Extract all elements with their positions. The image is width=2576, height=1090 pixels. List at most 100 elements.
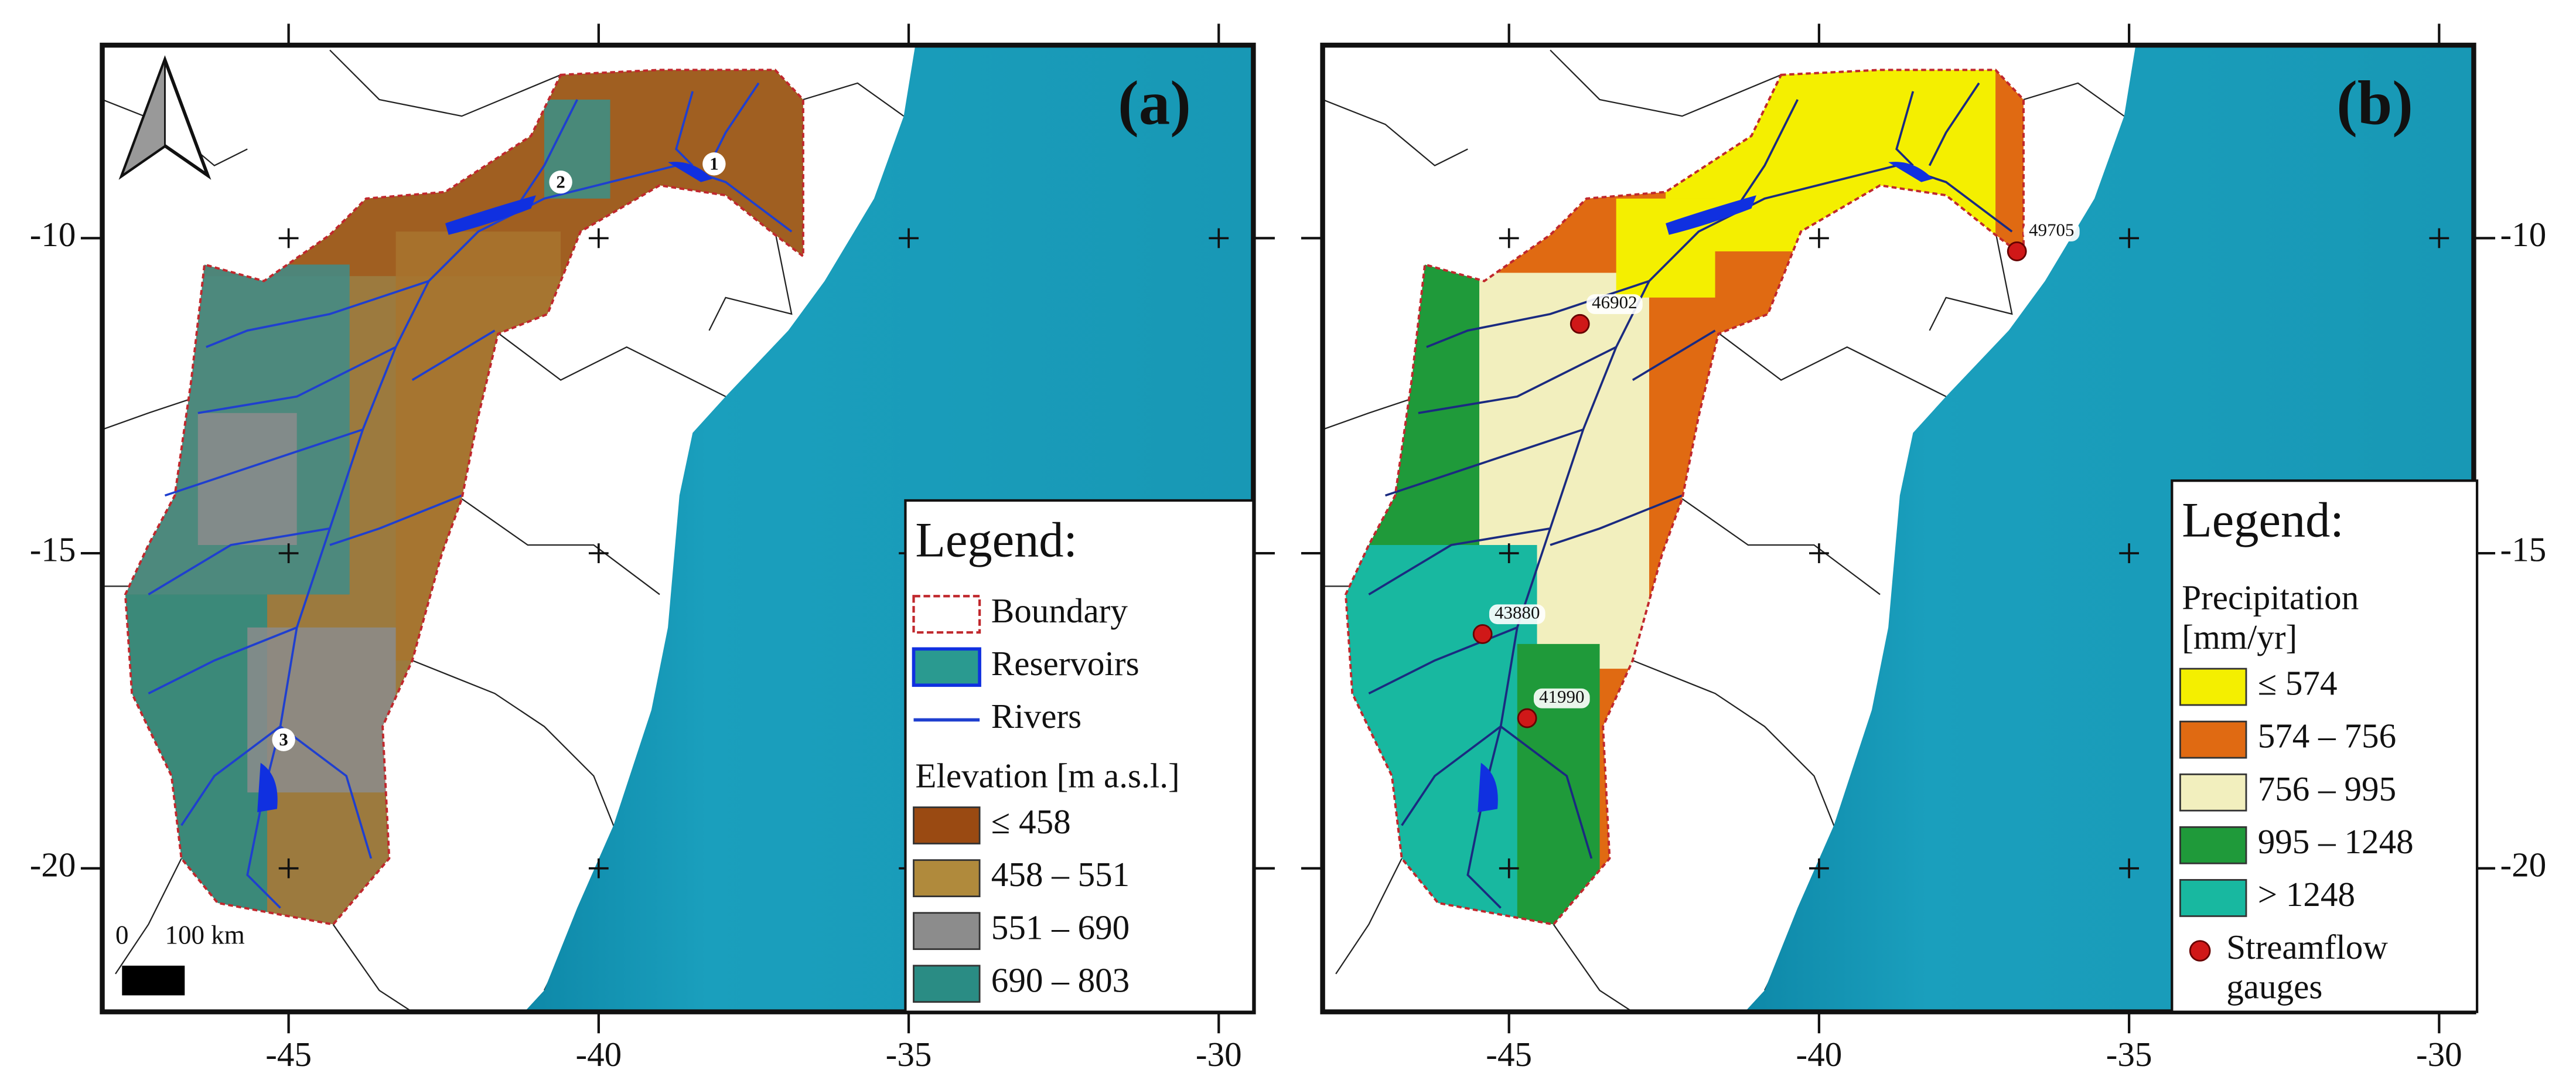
river [1368,527,1551,596]
panel-label: (a) [1118,69,1191,138]
x-tick-label: -45 [1486,1035,1532,1074]
river [148,626,298,694]
legend-swatch [2179,773,2247,812]
y-tick-label: -15 [2500,530,2547,569]
river [1466,792,1502,909]
gauge-label: 43880 [1495,602,1540,622]
legend-label: gauges [2226,968,2322,1006]
state-border [332,924,413,1012]
state-border [803,82,905,117]
y-tick-label: -10 [2500,215,2547,254]
reservoir-marker [272,728,295,751]
x-tick-label: -40 [1796,1035,1843,1074]
legend-label: Streamflow [2226,928,2388,966]
legend-label: 551 – 690 [991,908,1130,946]
legend-swatch [2179,826,2247,864]
legend-swatch [2179,667,2247,706]
river [329,494,462,546]
gauge [1472,624,1493,644]
legend-swatch [913,859,981,897]
reservoir-label: 3 [279,729,288,750]
legend-swatch [2179,720,2247,759]
river [1401,725,1502,826]
state-border [1714,330,1947,397]
map-area [1322,45,2474,1012]
river [1500,725,1593,859]
river [1928,82,1980,166]
legend-label: ≤ 458 [991,802,1071,841]
river [411,329,496,382]
reservoir-label: 1 [709,154,718,174]
state-border [329,49,561,117]
river [1418,346,1617,414]
river [197,346,397,414]
scale-zero: 0 [115,920,129,949]
river [164,428,363,497]
y-tick-label: -10 [30,215,76,254]
legend-heading: [mm/yr] [2182,618,2297,656]
y-tick-label: -20 [2500,845,2547,884]
reservoir [1478,762,1498,813]
scale-bar [122,965,185,996]
river [510,99,578,216]
gauge-label: 46902 [1592,292,1637,312]
legend-label: 574 – 756 [2258,717,2396,755]
legend-label: Boundary [991,591,1128,630]
river [1385,428,1584,497]
legend-label: 995 – 1248 [2258,822,2414,861]
x-tick-label: -30 [1196,1035,1242,1074]
river [1632,329,1716,382]
river [1731,99,1799,216]
scale-label: 100 km [165,920,244,949]
map-panel: (b) -45 -40 -35 -30 -10 -15 -20 46902 49705 43880 4… [1301,23,2546,1074]
reservoir [257,762,278,813]
legend-label: 756 – 995 [2258,769,2396,808]
reservoir-marker [549,170,572,194]
panel-label: (b) [2336,69,2413,138]
state-border [1322,396,1419,431]
state-border [1550,49,1782,117]
reservoir [445,195,536,235]
x-tick-label: -45 [265,1035,312,1074]
x-tick-label: -35 [886,1035,932,1074]
gauge-label-bg [1586,294,1643,314]
state-border [1681,498,1881,595]
gauge [1517,708,1537,728]
legend-title: Legend: [2182,493,2344,548]
river [246,792,281,909]
legend-swatch [912,595,981,634]
basin-boundary [1345,69,2025,926]
gauge-label: 49705 [2029,219,2074,240]
legend-swatch [2179,879,2247,917]
elevation-zone [247,627,396,793]
state-border [102,396,199,431]
legend-swatch [913,965,981,1003]
reservoir-marker [702,152,726,176]
river [279,725,373,859]
gauge-label: 41990 [1539,686,1584,707]
state-border [2023,82,2125,117]
legend-heading: Elevation [m a.s.l.] [915,756,1179,795]
x-tick-label: -30 [2416,1035,2462,1074]
legend-swatch [913,806,981,844]
river [206,280,429,348]
legend-label: > 1248 [2258,875,2355,914]
reservoir [1888,162,1933,182]
reservoir [1666,195,1756,235]
state-border [115,858,182,975]
map-panel: (a) -45 -40 -35 -30 -10 -15 -20 1 2 3 0 100 km Legend… [30,23,1275,1074]
state-border [1929,231,2013,331]
river [675,91,694,166]
state-border [461,498,660,595]
legend-heading: Precipitation [2182,578,2359,616]
state-border [708,231,793,331]
river [1550,494,1683,546]
gauge-label-bg [2023,222,2080,242]
gauge [1570,314,1590,334]
legend-label: 690 – 803 [991,960,1130,999]
state-border [1553,924,1633,1012]
y-tick-label: -20 [30,845,76,884]
legend-label: Rivers [991,697,1081,735]
